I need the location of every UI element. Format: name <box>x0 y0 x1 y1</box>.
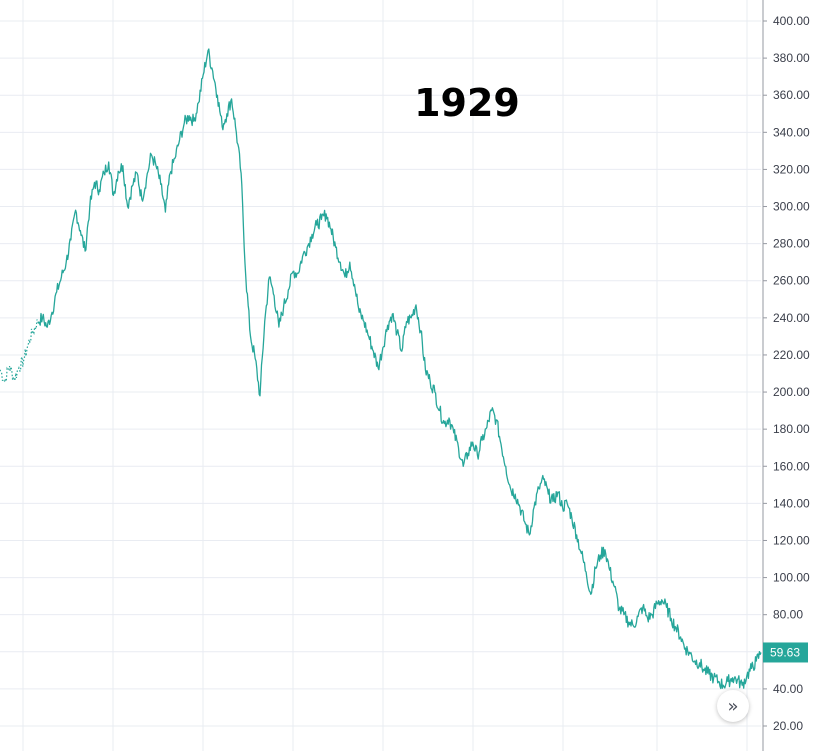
last-price-badge: 59.63 <box>763 642 808 663</box>
last-price-label: 59.63 <box>770 645 800 659</box>
price-line <box>37 48 762 690</box>
chart-title: 1929 <box>414 81 520 125</box>
y-tick-label: 240.00 <box>773 311 810 325</box>
y-tick-label: 260.00 <box>773 274 810 288</box>
y-tick-label: 40.00 <box>773 682 803 696</box>
y-tick-label: 20.00 <box>773 719 803 733</box>
y-tick-label: 160.00 <box>773 459 810 473</box>
grid-lines <box>0 0 761 751</box>
y-tick-label: 80.00 <box>773 608 803 622</box>
y-tick-label: 100.00 <box>773 571 810 585</box>
last-price-badge-bg <box>763 642 808 663</box>
scroll-to-realtime-button[interactable]: » <box>717 690 749 722</box>
y-tick-label: 140.00 <box>773 496 810 510</box>
y-tick-label: 300.00 <box>773 200 810 214</box>
y-tick-label: 120.00 <box>773 533 810 547</box>
price-line-premarket <box>0 313 43 383</box>
y-tick-label: 280.00 <box>773 237 810 251</box>
y-tick-label: 340.00 <box>773 125 810 139</box>
y-tick-label: 200.00 <box>773 385 810 399</box>
y-tick-label: 220.00 <box>773 348 810 362</box>
y-tick-label: 180.00 <box>773 422 810 436</box>
y-tick-label: 400.00 <box>773 14 810 28</box>
y-axis: 20.0040.0060.0080.00100.00120.00140.0016… <box>762 0 810 751</box>
y-tick-label: 380.00 <box>773 51 810 65</box>
double-chevron-right-icon: » <box>727 695 739 717</box>
y-tick-label: 320.00 <box>773 162 810 176</box>
y-tick-label: 360.00 <box>773 88 810 102</box>
price-series <box>0 48 762 690</box>
